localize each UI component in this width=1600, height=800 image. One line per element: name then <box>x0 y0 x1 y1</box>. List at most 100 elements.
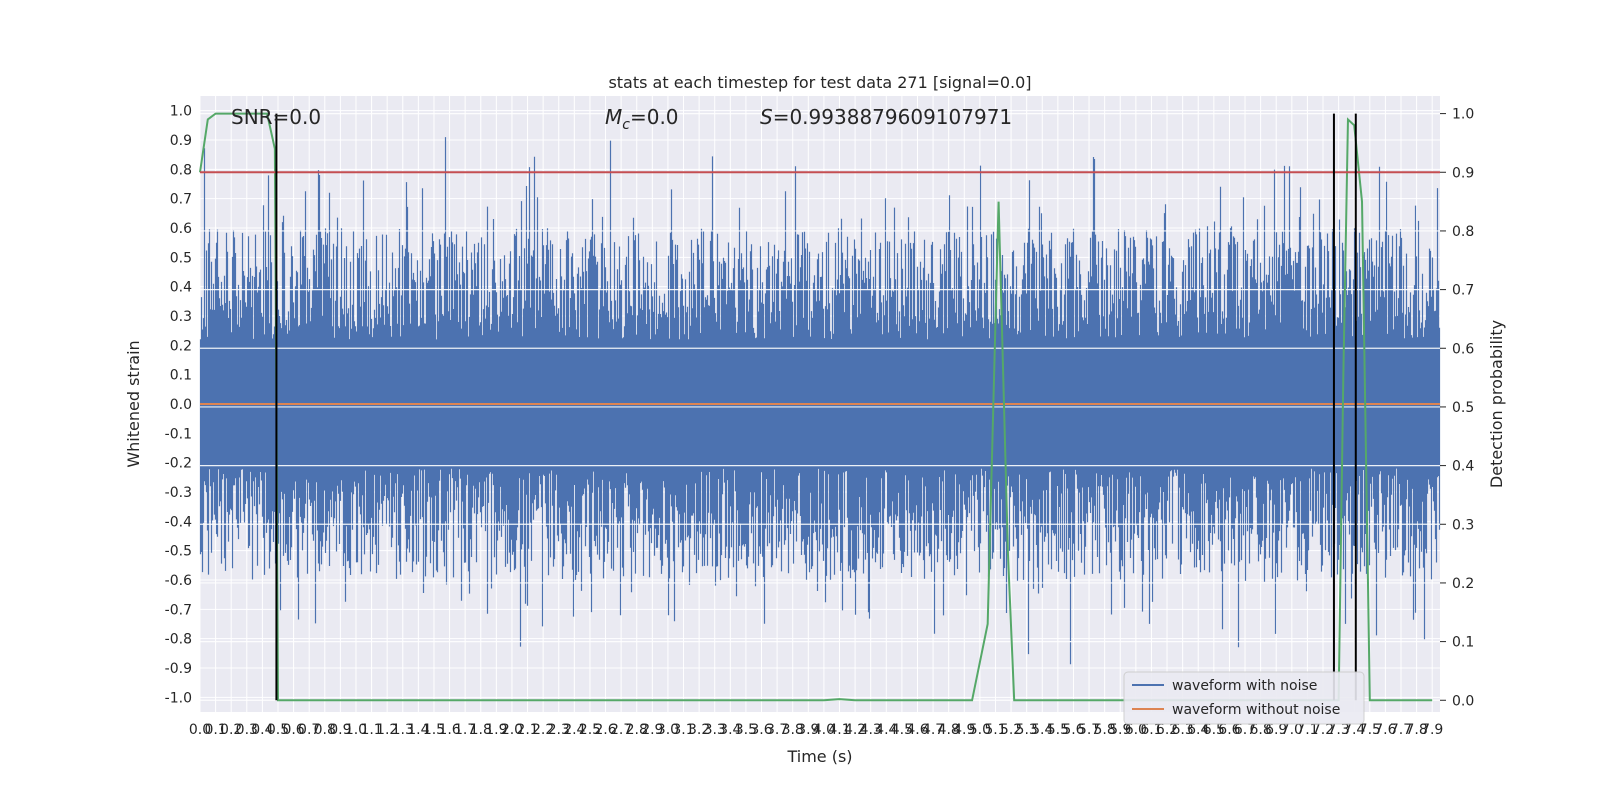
snr-annotation: SNR=0.0 <box>231 105 321 129</box>
x-tick-label: 1.2 <box>376 722 398 738</box>
x-tick-label: 2.9 <box>641 722 663 738</box>
chirp-mass-annotation: Mc=0.0 <box>605 105 679 133</box>
x-tick-label: 4.0 <box>813 722 835 738</box>
legend-label-noise: waveform with noise <box>1172 678 1317 694</box>
x-tick-label: 3.4 <box>719 722 741 738</box>
x-tick-label: 6.7 <box>1234 722 1256 738</box>
x-tick-label: 7.2 <box>1312 722 1334 738</box>
x-tick-label: 3.6 <box>750 722 772 738</box>
chirp-mass-symbol: M <box>605 105 622 129</box>
y-tick-label-left: -1.0 <box>165 690 192 706</box>
y-tick-label-left: -0.8 <box>165 632 192 648</box>
y-tick-label-left: -0.4 <box>165 514 192 530</box>
x-tick-label: 3.1 <box>672 722 694 738</box>
y-tick-label-left: -0.9 <box>165 661 192 677</box>
chirp-mass-value: =0.0 <box>630 105 679 129</box>
x-tick-label: 1.0 <box>345 722 367 738</box>
x-tick-label: 5.1 <box>984 722 1006 738</box>
y-tick-label-left: -0.3 <box>165 485 192 501</box>
x-tick-label: 7.7 <box>1390 722 1412 738</box>
x-tick-label: 2.4 <box>563 722 585 738</box>
y-tick-label-left: -0.7 <box>165 602 192 618</box>
x-tick-label: 1.9 <box>485 722 507 738</box>
x-tick-label: 6.8 <box>1249 722 1271 738</box>
x-tick-label: 4.3 <box>860 722 882 738</box>
x-tick-label: 5.4 <box>1031 722 1053 738</box>
x-tick-label: 4.8 <box>938 722 960 738</box>
x-tick-label: 2.5 <box>579 722 601 738</box>
y-tick-label-left: 0.0 <box>170 397 192 413</box>
x-tick-label: 4.7 <box>922 722 944 738</box>
x-tick-label: 3.3 <box>704 722 726 738</box>
x-tick-label: 1.1 <box>360 722 382 738</box>
x-tick-label: 6.5 <box>1203 722 1225 738</box>
x-tick-label: 0.5 <box>267 722 289 738</box>
y-tick-label-left: 0.8 <box>170 162 192 178</box>
x-tick-label: 6.2 <box>1156 722 1178 738</box>
y-axis-label-left: Whitened strain <box>124 340 143 467</box>
y-tick-label-right: 0.9 <box>1452 165 1474 181</box>
x-tick-label: 3.0 <box>657 722 679 738</box>
y-tick-label-right: 0.2 <box>1452 576 1474 592</box>
x-tick-label: 5.2 <box>1000 722 1022 738</box>
x-tick-label: 7.9 <box>1421 722 1443 738</box>
score-symbol: S <box>760 105 773 129</box>
legend-box <box>1123 671 1365 725</box>
score-annotation: S=0.9938879609107971 <box>760 105 1012 129</box>
x-tick-label: 1.4 <box>407 722 429 738</box>
series-detection-probability <box>199 112 1433 702</box>
x-tick-label: 1.8 <box>470 722 492 738</box>
x-tick-label: 5.5 <box>1047 722 1069 738</box>
noise-trace <box>199 137 1441 665</box>
y-tick-label-left: -0.1 <box>165 426 192 442</box>
y-tick-label-left: 0.3 <box>170 309 192 325</box>
chart-title: stats at each timestep for test data 271… <box>608 73 1031 92</box>
x-tick-label: 5.0 <box>969 722 991 738</box>
x-tick-label: 2.7 <box>610 722 632 738</box>
y-tick-label-right: 1.0 <box>1452 107 1474 123</box>
y-tick-label-left: 1.0 <box>170 104 192 120</box>
x-tick-label: 6.1 <box>1140 722 1162 738</box>
x-tick-label: 5.6 <box>1062 722 1084 738</box>
x-tick-label: 0.3 <box>236 722 258 738</box>
x-tick-label: 5.8 <box>1094 722 1116 738</box>
x-tick-label: 6.0 <box>1125 722 1147 738</box>
x-tick-label: 1.5 <box>423 722 445 738</box>
x-tick-label: 6.6 <box>1218 722 1240 738</box>
y-tick-label-left: 0.1 <box>170 368 192 384</box>
x-tick-label: 0.0 <box>189 722 211 738</box>
x-tick-label: 0.7 <box>298 722 320 738</box>
y-tick-label-right: 0.1 <box>1452 635 1474 651</box>
x-tick-label: 1.7 <box>454 722 476 738</box>
y-tick-label-right: 0.4 <box>1452 459 1474 475</box>
x-tick-label: 5.3 <box>1016 722 1038 738</box>
x-tick-label: 2.2 <box>532 722 554 738</box>
x-tick-label: 4.2 <box>844 722 866 738</box>
y-tick-label-left: 0.2 <box>170 338 192 354</box>
x-tick-label: 2.1 <box>516 722 538 738</box>
vertical-markers <box>275 113 1357 701</box>
x-axis-label: Time (s) <box>786 747 852 766</box>
x-tick-label: 3.7 <box>766 722 788 738</box>
x-tick-label: 4.9 <box>953 722 975 738</box>
probability-trace <box>199 112 1433 702</box>
x-tick-label: 1.3 <box>392 722 414 738</box>
x-tick-label: 7.6 <box>1374 722 1396 738</box>
x-tick-label: 4.5 <box>891 722 913 738</box>
y-tick-label-left: 0.5 <box>170 250 192 266</box>
y-tick-label-left: 0.7 <box>170 192 192 208</box>
x-tick-label: 2.0 <box>501 722 523 738</box>
x-tick-label: 0.4 <box>251 722 273 738</box>
y-tick-label-left: 0.6 <box>170 221 192 237</box>
y-tick-label-right: 0.0 <box>1452 693 1474 709</box>
x-tick-label: 7.4 <box>1343 722 1365 738</box>
y-tick-label-left: -0.5 <box>165 544 192 560</box>
x-tick-label: 6.9 <box>1265 722 1287 738</box>
y-tick-label-left: 0.9 <box>170 133 192 149</box>
chirp-mass-subscript: c <box>622 117 630 133</box>
x-tick-label: 2.3 <box>548 722 570 738</box>
y-tick-label-left: -0.6 <box>165 573 192 589</box>
score-value: =0.9938879609107971 <box>773 105 1012 129</box>
x-tick-label: 2.8 <box>626 722 648 738</box>
